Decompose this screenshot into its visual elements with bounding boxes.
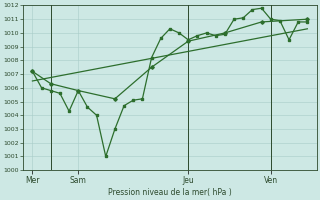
X-axis label: Pression niveau de la mer( hPa ): Pression niveau de la mer( hPa ) (108, 188, 232, 197)
